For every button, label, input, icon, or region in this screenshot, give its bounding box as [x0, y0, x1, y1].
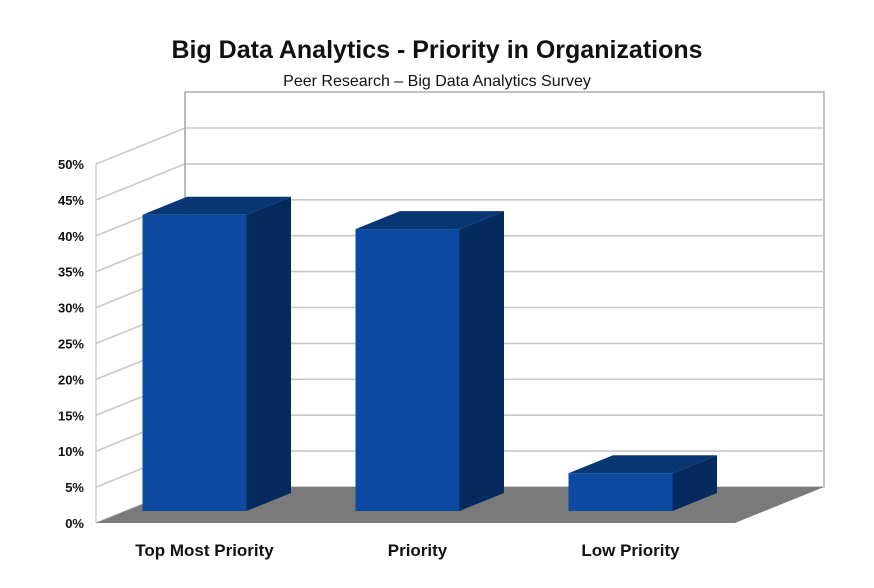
y-tick-label: 5% [65, 480, 84, 495]
gridline [95, 163, 824, 201]
y-tick-label: 15% [58, 408, 84, 423]
y-tick-label: 20% [58, 372, 84, 387]
bar [142, 214, 247, 511]
bar-top [142, 196, 291, 215]
chart-title: Big Data Analytics - Priority in Organiz… [171, 36, 703, 64]
bar-side [459, 211, 504, 511]
y-tick-label: 35% [58, 265, 84, 280]
bar-side [672, 455, 717, 511]
y-tick-label: 10% [58, 444, 84, 459]
chart-subtitle: Peer Research – Big Data Analytics Surve… [283, 73, 591, 90]
y-tick-label: 45% [58, 193, 84, 208]
x-tick-label: Priority [388, 541, 448, 560]
gridline [95, 127, 824, 165]
bar [568, 473, 673, 511]
x-tick-label: Top Most Priority [135, 541, 274, 560]
y-tick-label: 30% [58, 301, 84, 316]
bar-side [246, 196, 291, 511]
bar-top [355, 211, 504, 230]
bar [355, 229, 460, 511]
x-tick-label: Low Priority [581, 541, 680, 560]
y-tick-label: 50% [58, 157, 84, 172]
y-tick-label: 0% [65, 516, 84, 531]
y-tick-label: 25% [58, 337, 84, 352]
y-tick-label: 40% [58, 229, 84, 244]
bar-top [568, 455, 717, 474]
